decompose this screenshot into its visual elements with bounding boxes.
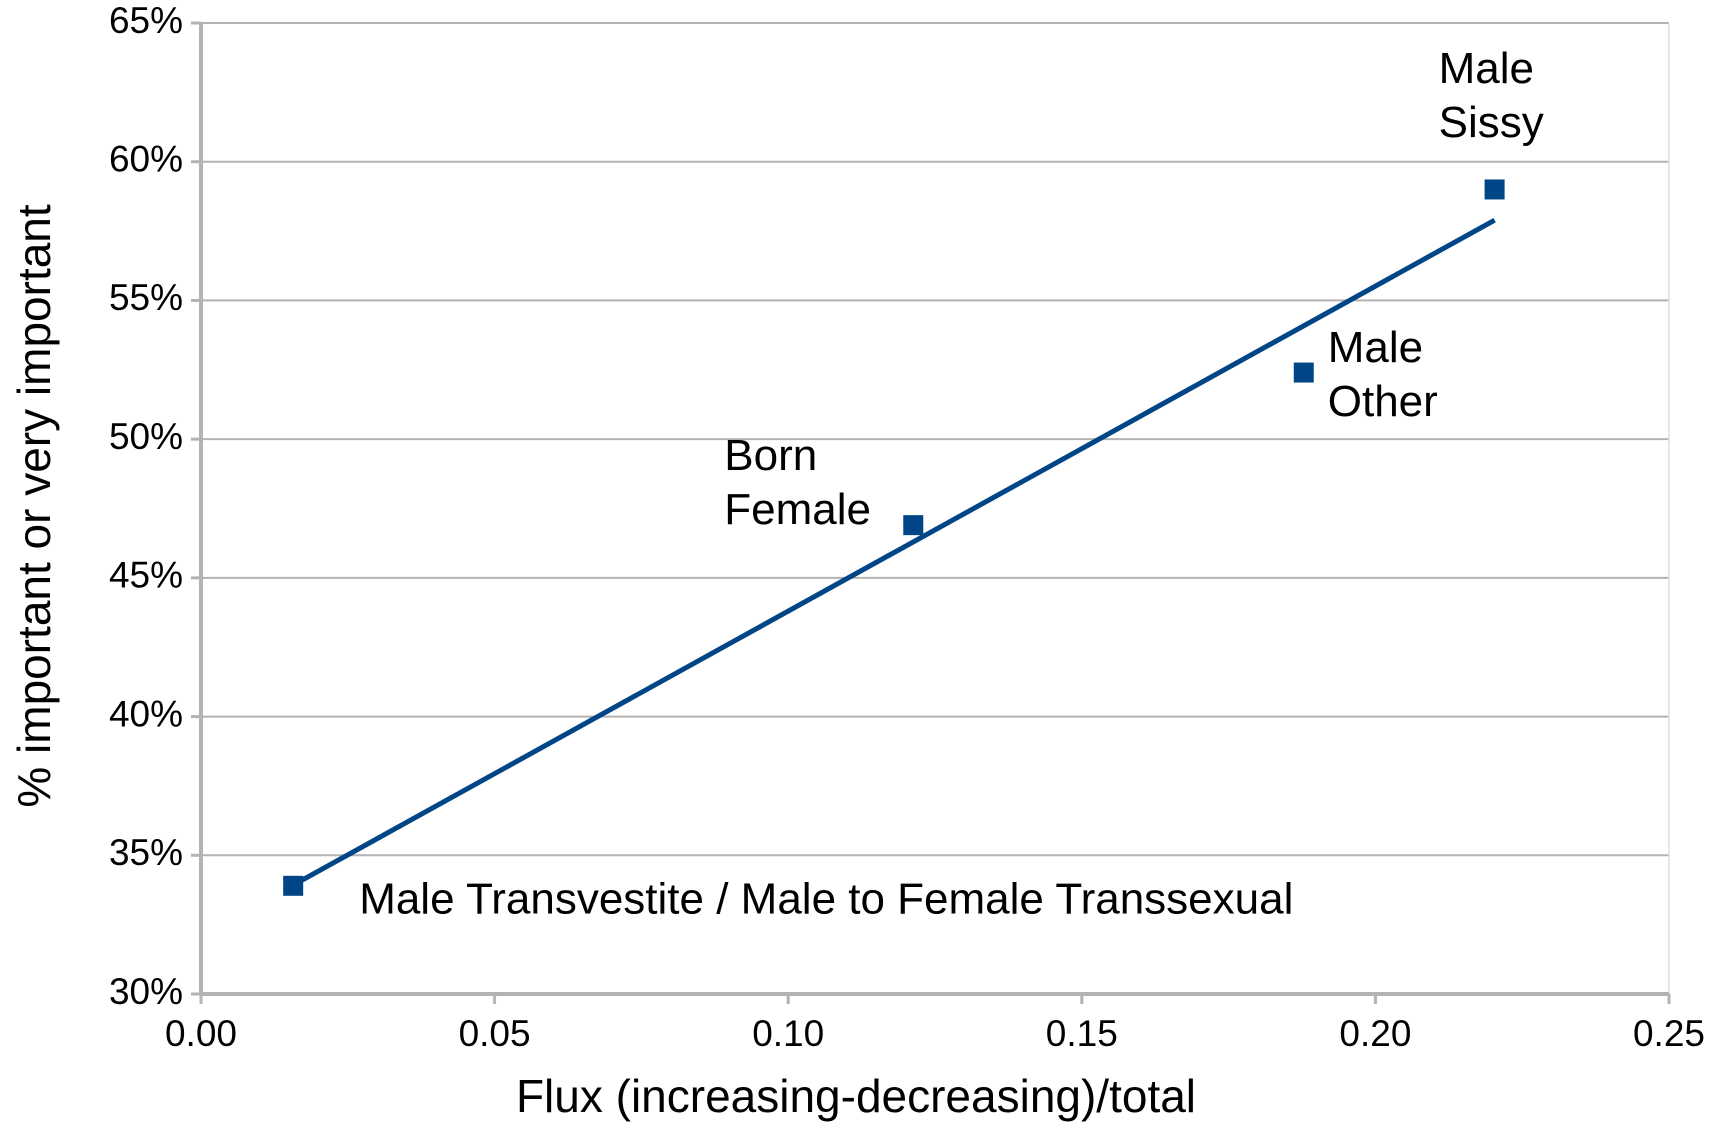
trend-line [291,217,1496,888]
point-label: Sissy [1439,98,1544,147]
point-label: Born [724,431,817,480]
y-axis-title: % important or very important [8,204,60,808]
y-tick-label: 30% [109,971,183,1012]
x-tick-label: 0.15 [1046,1013,1118,1054]
y-tick-label: 35% [109,832,183,873]
point-label: Male [1439,44,1534,93]
point-label: Other [1328,377,1438,426]
y-tick-label: 50% [109,416,183,457]
point-label: Female [724,485,871,534]
x-tick-label: 0.00 [165,1013,237,1054]
point-label: Male Transvestite / Male to Female Trans… [359,874,1293,923]
y-tick-label: 60% [109,138,183,179]
x-tick-label: 0.10 [752,1013,824,1054]
y-tick-label: 65% [109,0,183,41]
data-point [283,875,304,896]
data-point [1484,179,1505,200]
y-tick-label: 55% [109,277,183,318]
y-tick-label: 40% [109,693,183,734]
x-tick-label: 0.25 [1633,1013,1705,1054]
x-tick-label: 0.05 [459,1013,531,1054]
x-axis-title: Flux (increasing-decreasing)/total [516,1070,1196,1122]
point-label: Male [1328,323,1423,372]
data-point [903,515,924,536]
data-point [1293,362,1314,383]
x-tick-label: 0.20 [1339,1013,1411,1054]
y-tick-label: 45% [109,555,183,596]
